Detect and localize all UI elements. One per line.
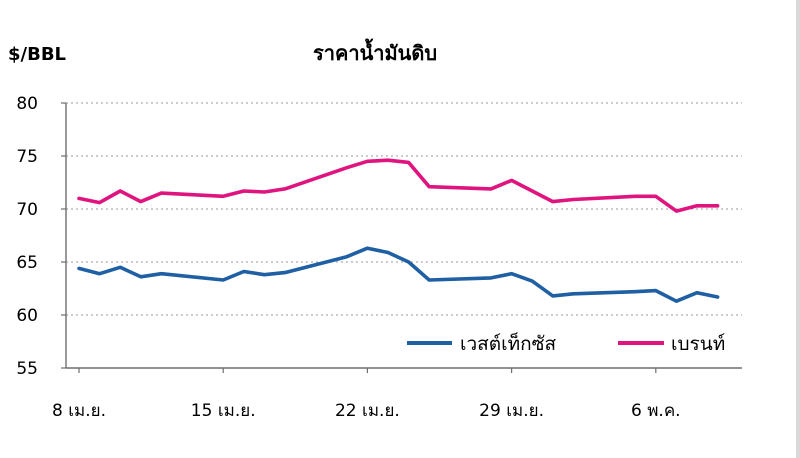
window-edge — [796, 0, 800, 458]
series-line-2 — [77, 158, 720, 213]
chart-title: ราคาน้ำมันดิบ — [313, 38, 437, 65]
x-tick-label-4: 6 พ.ค. — [631, 401, 681, 421]
series-lines — [77, 158, 720, 304]
y-tick-label-80: 80 — [16, 94, 38, 114]
y-tick-label-70: 70 — [16, 200, 38, 220]
y-tick-label-65: 65 — [16, 253, 38, 273]
gridlines — [66, 102, 742, 316]
legend-label-1: เวสต์เท็กซัส — [460, 331, 557, 355]
x-tick-labels: 8 เม.ย. 15 เม.ย. 22 เม.ย. 29 เม.ย. 6 พ.ค. — [52, 401, 681, 421]
legend: เวสต์เท็กซัส เบรนท์ — [407, 331, 725, 355]
y-axis-unit-label: $/BBL — [8, 44, 66, 65]
x-tick-label-0: 8 เม.ย. — [52, 401, 106, 421]
axes — [61, 102, 742, 373]
y-tick-labels: 55 60 65 70 75 80 — [16, 94, 38, 379]
series-line-1 — [77, 246, 720, 304]
x-tick-label-2: 22 เม.ย. — [335, 401, 400, 421]
x-tick-label-3: 29 เม.ย. — [479, 401, 544, 421]
y-tick-label-60: 60 — [16, 306, 38, 326]
legend-label-2: เบรนท์ — [671, 333, 725, 355]
x-tick-label-1: 15 เม.ย. — [191, 401, 256, 421]
y-tick-label-75: 75 — [16, 147, 38, 167]
y-tick-label-55: 55 — [16, 359, 38, 379]
